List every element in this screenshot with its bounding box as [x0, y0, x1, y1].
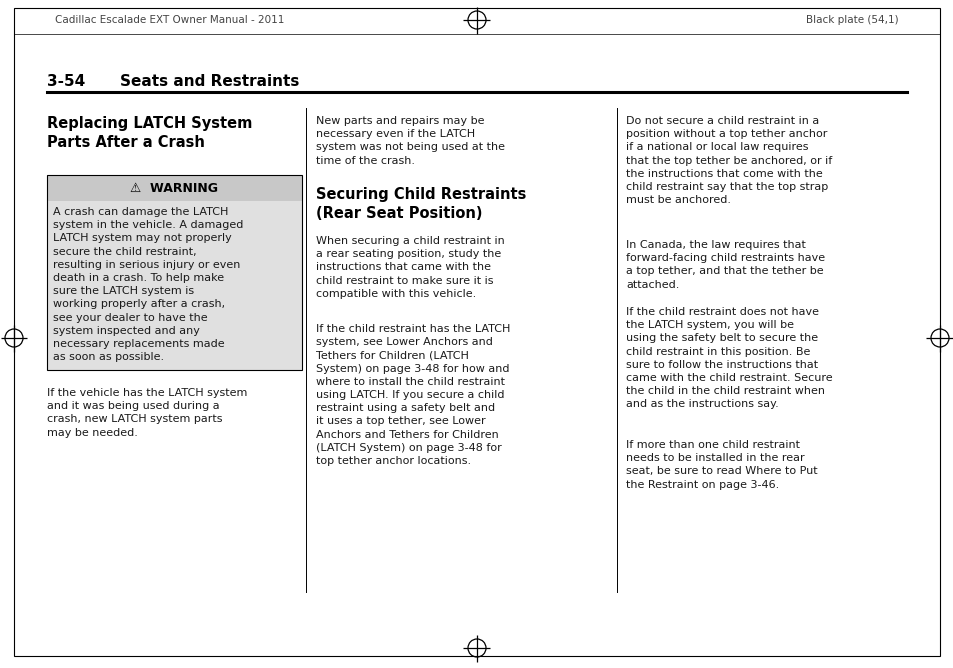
Text: When securing a child restraint in
a rear seating position, study the
instructio: When securing a child restraint in a rea…: [315, 236, 504, 299]
Text: Replacing LATCH System
Parts After a Crash: Replacing LATCH System Parts After a Cra…: [47, 116, 253, 150]
Text: Cadillac Escalade EXT Owner Manual - 2011: Cadillac Escalade EXT Owner Manual - 201…: [55, 15, 284, 25]
Text: In Canada, the law requires that
forward-facing child restraints have
a top teth: In Canada, the law requires that forward…: [625, 240, 824, 290]
Text: 3-54: 3-54: [47, 73, 85, 88]
Text: New parts and repairs may be
necessary even if the LATCH
system was not being us: New parts and repairs may be necessary e…: [315, 116, 504, 166]
Text: Securing Child Restraints
(Rear Seat Position): Securing Child Restraints (Rear Seat Pos…: [315, 187, 526, 220]
Bar: [47, 201, 302, 370]
Text: A crash can damage the LATCH
system in the vehicle. A damaged
LATCH system may n: A crash can damage the LATCH system in t…: [53, 207, 243, 362]
Text: If the vehicle has the LATCH system
and it was being used during a
crash, new LA: If the vehicle has the LATCH system and …: [47, 388, 247, 438]
Text: If the child restraint has the LATCH
system, see Lower Anchors and
Tethers for C: If the child restraint has the LATCH sys…: [315, 324, 510, 466]
Text: ⚠  WARNING: ⚠ WARNING: [130, 182, 218, 194]
Text: If the child restraint does not have
the LATCH system, you will be
using the saf: If the child restraint does not have the…: [625, 307, 832, 409]
Bar: [47, 175, 302, 370]
Bar: [47, 175, 302, 201]
Text: If more than one child restraint
needs to be installed in the rear
seat, be sure: If more than one child restraint needs t…: [625, 440, 817, 490]
Text: Do not secure a child restraint in a
position without a top tether anchor
if a n: Do not secure a child restraint in a pos…: [625, 116, 831, 205]
Text: Seats and Restraints: Seats and Restraints: [120, 73, 299, 88]
Text: Black plate (54,1): Black plate (54,1): [805, 15, 898, 25]
